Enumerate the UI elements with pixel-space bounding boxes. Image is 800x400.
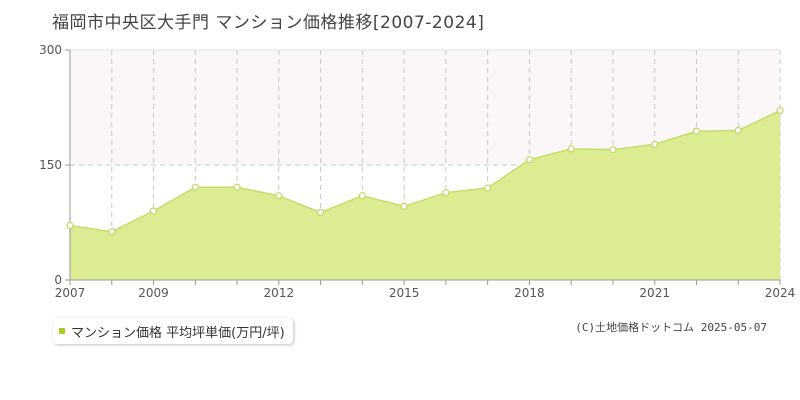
x-tick-label: 2012 bbox=[264, 286, 295, 300]
x-tick-label: 2007 bbox=[55, 286, 86, 300]
x-tick-label: 2021 bbox=[639, 286, 670, 300]
chart-title: 福岡市中央区大手門 マンション価格推移[2007-2024] bbox=[52, 13, 485, 33]
data-point bbox=[651, 140, 659, 148]
data-point bbox=[776, 106, 784, 115]
data-point bbox=[442, 189, 450, 197]
x-tick-label: 2009 bbox=[138, 286, 169, 300]
data-point bbox=[233, 183, 241, 191]
data-point bbox=[149, 207, 158, 215]
y-tick-label: 0 bbox=[54, 273, 62, 287]
y-tick-label: 150 bbox=[39, 158, 62, 172]
credit-text: (C)土地価格ドットコム 2025-05-07 bbox=[575, 321, 767, 334]
x-tick-label: 2024 bbox=[765, 286, 796, 300]
data-point bbox=[525, 156, 534, 164]
data-point bbox=[275, 192, 283, 200]
data-point bbox=[692, 127, 701, 135]
data-point bbox=[484, 184, 492, 192]
legend: マンション価格 平均坪単価(万円/坪) bbox=[53, 318, 293, 344]
legend-label: マンション価格 平均坪単価(万円/坪) bbox=[71, 325, 285, 341]
data-point bbox=[358, 192, 366, 200]
data-point bbox=[316, 208, 325, 217]
data-point bbox=[567, 145, 575, 153]
x-tick-label: 2015 bbox=[389, 286, 420, 300]
data-point bbox=[108, 228, 116, 236]
series-line bbox=[69, 109, 781, 233]
series-area bbox=[70, 110, 780, 280]
legend-swatch bbox=[59, 328, 65, 334]
data-point bbox=[609, 146, 617, 154]
y-tick-label: 300 bbox=[39, 43, 62, 57]
data-point bbox=[66, 221, 74, 230]
data-point bbox=[400, 202, 408, 210]
data-point bbox=[734, 126, 742, 135]
x-tick-label: 2018 bbox=[514, 286, 545, 300]
data-point bbox=[191, 183, 199, 191]
